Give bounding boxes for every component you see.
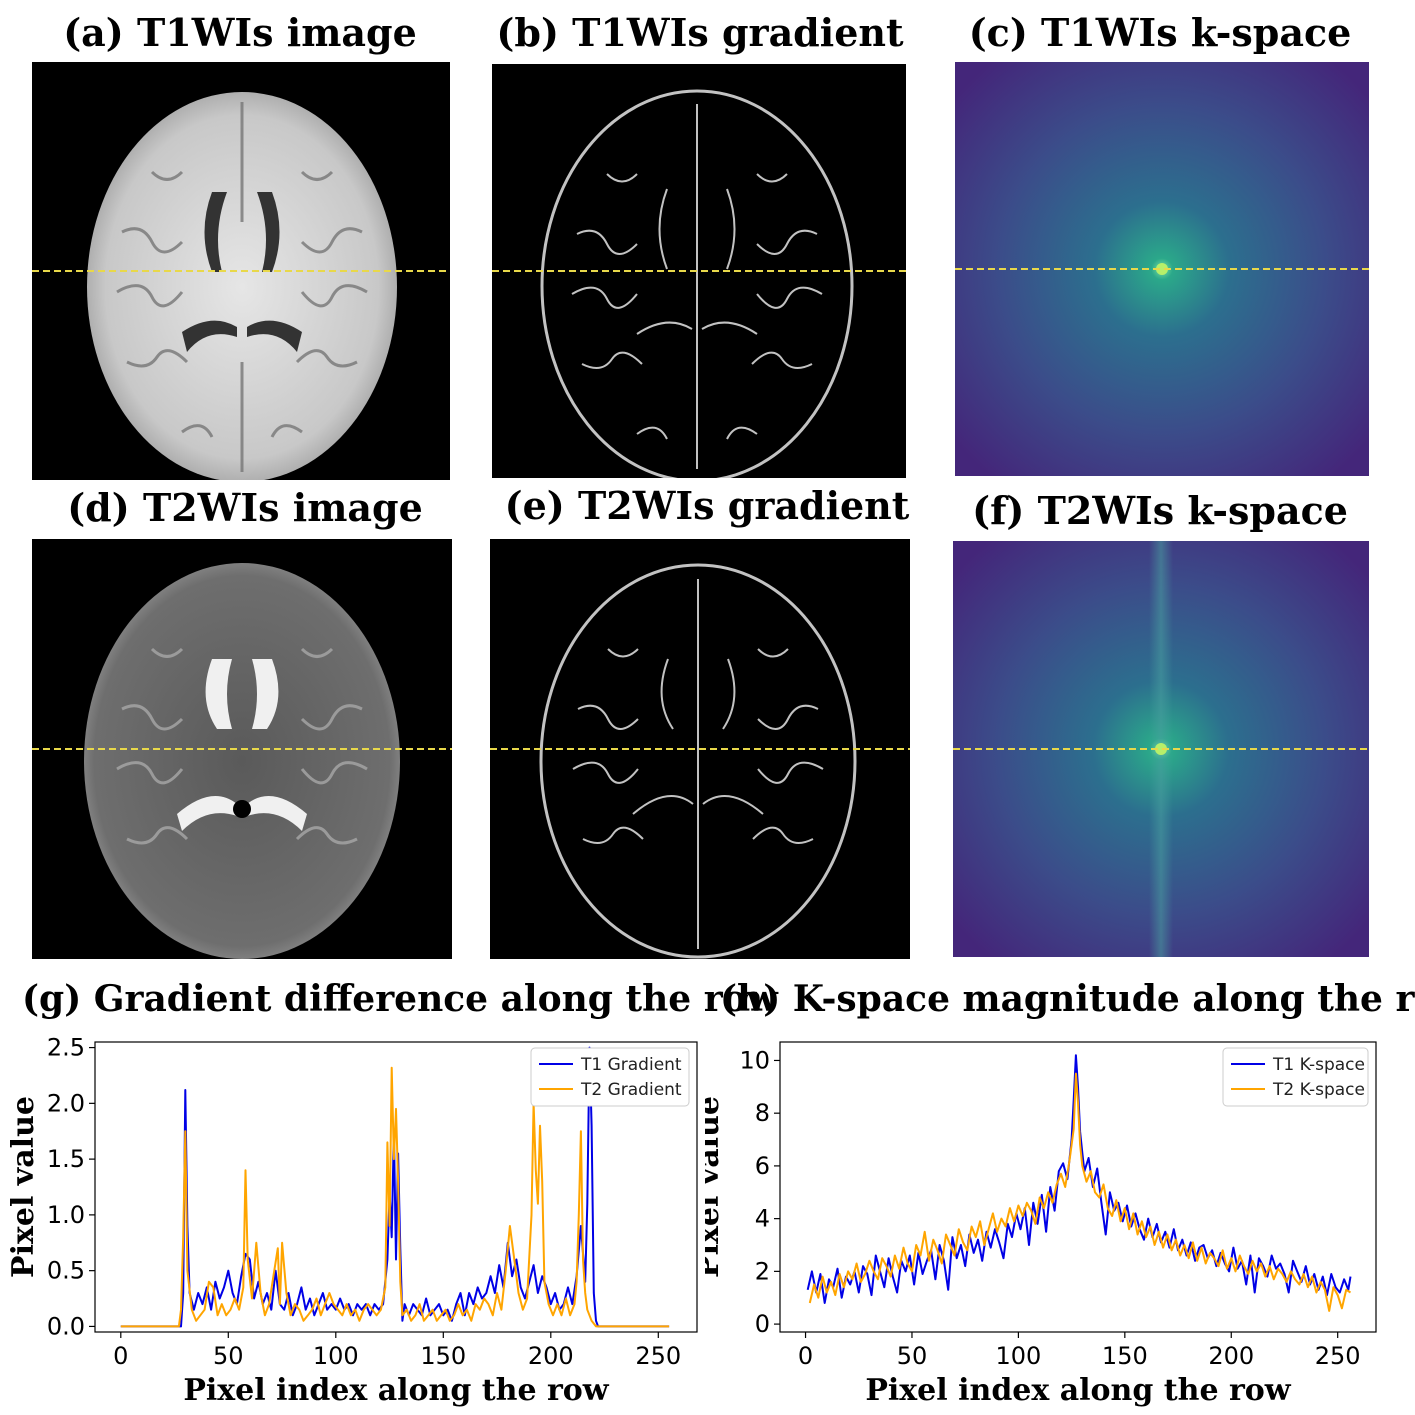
chart-h-ytick-label: 0 (755, 1310, 770, 1338)
chart-g-plot-frame (94, 1041, 698, 1333)
chart-h-ylabel: Pixel value (705, 1096, 726, 1278)
panel-c-title: (c) T1WIs k-space (968, 10, 1352, 55)
panel-f-title: (f) T2WIs k-space (972, 488, 1348, 533)
t1-kspace-panel (955, 62, 1369, 476)
chart-g-xtick-label: 200 (528, 1342, 574, 1370)
chart-g-ylabel: Pixel value (6, 1096, 41, 1278)
chart-h-legend-label: T1 K-space (1272, 1055, 1365, 1075)
chart-g-xtick-label: 150 (420, 1342, 466, 1370)
chart-h-xlabel: Pixel index along the row (865, 1373, 1291, 1408)
chart-h-ytick-label: 10 (739, 1046, 770, 1074)
t2-brain (84, 563, 400, 959)
chart-g-xtick-label: 50 (213, 1342, 244, 1370)
t1-image-panel (32, 62, 450, 480)
chart-g: 0 50 100 150 200 250 0.0 0.5 1.0 1.5 2.0 2.5 Pixel i… (6, 1034, 698, 1408)
panel-e-title: (e) T2WIs gradient (504, 483, 910, 528)
chart-h-legend-label: T2 K-space (1272, 1080, 1365, 1100)
chart-h-ytick-label: 4 (755, 1205, 770, 1233)
chart-g-xtick-label: 250 (635, 1342, 681, 1370)
chart-g-xtick-label: 100 (313, 1342, 359, 1370)
chart-h-ytick-label: 6 (755, 1152, 770, 1180)
t2-image-panel (32, 539, 452, 959)
chart-g-series-t1-line (120, 1046, 670, 1328)
chart-g-xlabel: Pixel index along the row (183, 1373, 609, 1408)
chart-h-xtick-label: 250 (1315, 1342, 1361, 1370)
chart-h-title: (h) K-space magnitude along the row (720, 978, 1415, 1020)
chart-h-ytick-label: 8 (755, 1099, 770, 1127)
chart-g-ytick-label: 0.5 (47, 1257, 85, 1285)
chart-h-legend (1222, 1047, 1369, 1107)
chart-g-title: (g) Gradient difference along the row (22, 978, 778, 1020)
panel-a-title: (a) T1WIs image (63, 10, 417, 55)
chart-h-xtick-label: 0 (798, 1342, 813, 1370)
chart-h: 0 50 100 150 200 250 0 2 4 6 8 10 Pixel index along … (705, 1041, 1377, 1408)
chart-g-legend-label: T1 Gradient (580, 1055, 682, 1075)
t1-gradient-outline (540, 89, 854, 478)
chart-h-plot-frame (779, 1041, 1377, 1333)
chart-h-xtick-label: 100 (995, 1342, 1041, 1370)
chart-g-ytick-label: 1.5 (47, 1145, 85, 1173)
t1-brain (87, 92, 397, 480)
chart-g-legend (530, 1047, 690, 1107)
t2-kspace-panel (953, 541, 1369, 957)
chart-g-ytick-label: 0.0 (47, 1312, 85, 1340)
chart-g-legend-label: T2 Gradient (580, 1080, 682, 1100)
t2-gradient-panel (490, 539, 910, 959)
chart-h-ytick-label: 2 (755, 1257, 770, 1285)
chart-g-ytick-label: 2.0 (47, 1089, 85, 1117)
chart-g-ytick-label: 1.0 (47, 1201, 85, 1229)
chart-h-xtick-label: 50 (897, 1342, 928, 1370)
t1-gradient-panel (492, 64, 906, 478)
panel-b-title: (b) T1WIs gradient (496, 10, 904, 55)
chart-g-xtick-label: 0 (113, 1342, 128, 1370)
chart-g-ytick-label: 2.5 (47, 1034, 85, 1062)
chart-h-series-t2-line (808, 1072, 1352, 1312)
chart-h-xtick-label: 150 (1102, 1342, 1148, 1370)
chart-g-series-t2-line (120, 1066, 670, 1328)
chart-h-xtick-label: 200 (1208, 1342, 1254, 1370)
panel-d-title: (d) T2WIs image (67, 485, 423, 530)
t2-gradient-outline (539, 563, 857, 959)
